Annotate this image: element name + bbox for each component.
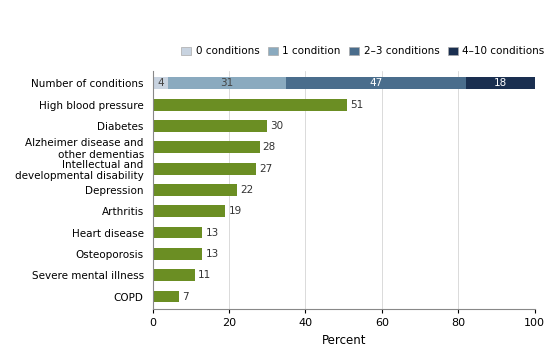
Text: 18: 18: [493, 78, 507, 88]
Bar: [153, 163, 256, 174]
Bar: [153, 248, 202, 260]
Text: 22: 22: [240, 185, 253, 195]
Bar: [153, 77, 168, 89]
Bar: [153, 269, 195, 281]
Text: 27: 27: [259, 164, 272, 174]
Text: 11: 11: [198, 270, 211, 280]
Bar: [153, 206, 225, 217]
Text: 28: 28: [263, 142, 276, 152]
Bar: [153, 142, 260, 153]
X-axis label: Percent: Percent: [321, 334, 366, 347]
Text: 30: 30: [270, 121, 283, 131]
Text: 19: 19: [228, 206, 241, 216]
Bar: [153, 184, 237, 196]
Text: 13: 13: [206, 228, 219, 237]
Text: 47: 47: [370, 78, 382, 88]
Bar: [153, 291, 180, 303]
Text: 13: 13: [206, 249, 219, 259]
Legend: 0 conditions, 1 condition, 2–3 conditions, 4–10 conditions: 0 conditions, 1 condition, 2–3 condition…: [177, 42, 549, 60]
Bar: [153, 120, 267, 132]
Bar: [466, 77, 534, 89]
Text: 31: 31: [221, 78, 234, 88]
Text: 4: 4: [157, 78, 164, 88]
Text: 7: 7: [183, 292, 189, 302]
Bar: [153, 99, 347, 110]
Bar: [153, 227, 202, 239]
Text: 51: 51: [351, 100, 364, 110]
Bar: [168, 77, 286, 89]
Bar: [286, 77, 466, 89]
